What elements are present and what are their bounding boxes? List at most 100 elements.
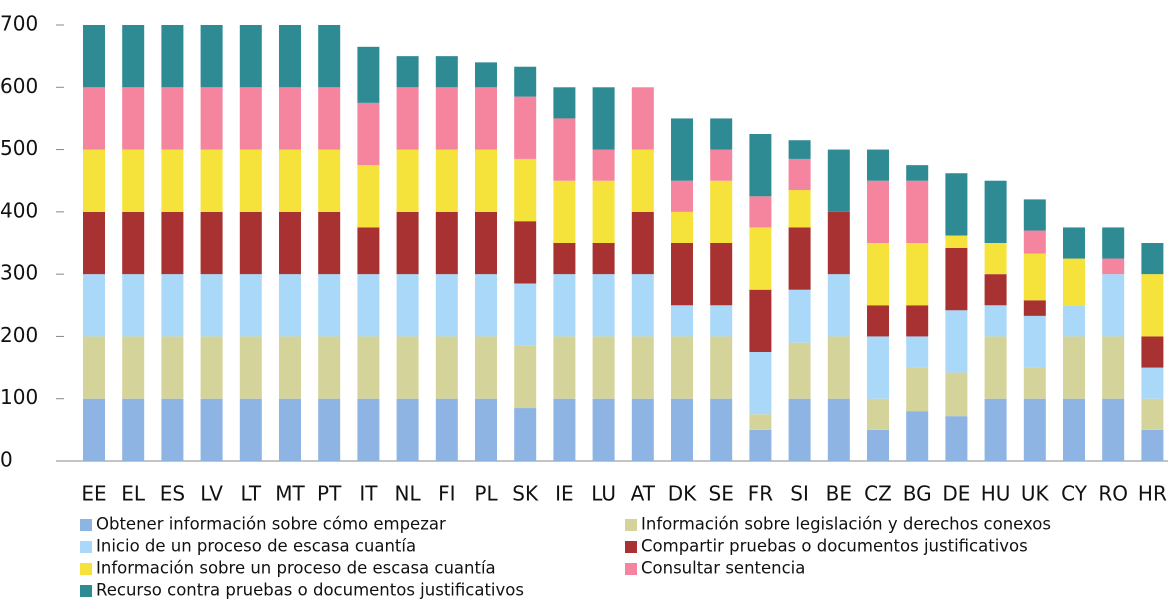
bar-segment bbox=[1063, 336, 1085, 399]
bar-segment bbox=[83, 25, 105, 88]
bar-segment bbox=[1023, 300, 1046, 316]
bar-segment bbox=[1023, 398, 1046, 461]
bar-segment bbox=[514, 345, 537, 409]
bar-segment bbox=[788, 398, 811, 461]
bar-segment bbox=[631, 336, 654, 399]
bar-segment bbox=[122, 274, 145, 337]
bar-segment bbox=[749, 429, 772, 461]
bar-segment bbox=[318, 274, 341, 337]
legend-swatch bbox=[80, 541, 92, 553]
bar-segment bbox=[749, 227, 772, 290]
bar-segment bbox=[514, 66, 537, 97]
x-tick-label: DE bbox=[942, 482, 970, 506]
x-tick-label: CY bbox=[1061, 482, 1088, 506]
bar-segment bbox=[1141, 429, 1164, 461]
bar-segment bbox=[553, 118, 576, 181]
bar-segment bbox=[906, 165, 929, 181]
legend-label: Información sobre legislación y derechos… bbox=[641, 515, 1051, 534]
bar-segment bbox=[279, 87, 301, 150]
bar-segment bbox=[984, 336, 1007, 399]
bar-segment bbox=[788, 227, 811, 290]
legend-swatch bbox=[625, 519, 637, 531]
bar-segment bbox=[827, 398, 850, 461]
bar-segment bbox=[279, 398, 301, 461]
bar-segment bbox=[161, 211, 184, 275]
bar-segment bbox=[1141, 274, 1164, 337]
bar-segment bbox=[435, 398, 458, 461]
bar-segment bbox=[318, 87, 341, 150]
bar-segment bbox=[867, 398, 889, 430]
bar-segment bbox=[906, 305, 929, 337]
bar-segment bbox=[318, 211, 341, 275]
x-tick-label: IE bbox=[555, 482, 574, 506]
bar-segment bbox=[357, 336, 380, 399]
bar-segment bbox=[1063, 398, 1085, 461]
bar-segment bbox=[200, 87, 223, 150]
x-tick-label: ES bbox=[160, 482, 185, 506]
bar-segment bbox=[710, 336, 733, 399]
x-tick-label: CZ bbox=[864, 482, 892, 506]
bar-segment bbox=[1063, 258, 1085, 306]
bar-segment bbox=[906, 180, 929, 243]
bar-segment bbox=[749, 134, 772, 197]
y-tick-label: 500 bbox=[0, 136, 38, 160]
x-tick-label: MT bbox=[275, 482, 305, 506]
bar-segment bbox=[592, 274, 615, 337]
x-tick-label: HR bbox=[1138, 482, 1167, 506]
bar-segment bbox=[945, 235, 968, 248]
bar-segment bbox=[1023, 199, 1046, 231]
bar-segment bbox=[239, 336, 262, 399]
bar-segment bbox=[867, 149, 889, 181]
bar-segment bbox=[749, 289, 772, 352]
bar-segment bbox=[671, 336, 693, 399]
bar-segment bbox=[671, 118, 693, 181]
bar-segment bbox=[475, 274, 497, 337]
bar-segment bbox=[984, 274, 1007, 306]
y-tick-label: 600 bbox=[0, 74, 38, 98]
bar-segment bbox=[396, 56, 419, 88]
bar-segment bbox=[318, 25, 341, 88]
bar-segment bbox=[867, 336, 889, 399]
bar-segment bbox=[435, 56, 458, 88]
x-tick-label: BE bbox=[826, 482, 852, 506]
bar-segment bbox=[279, 25, 301, 88]
bar-segment bbox=[710, 180, 733, 243]
x-tick-label: RO bbox=[1098, 482, 1128, 506]
x-tick-label: LU bbox=[591, 482, 616, 506]
bar-segment bbox=[1102, 258, 1125, 275]
bar-segment bbox=[553, 243, 576, 275]
bar-segment bbox=[357, 102, 380, 166]
x-tick-label: AT bbox=[631, 482, 656, 506]
bar-segment bbox=[710, 305, 733, 337]
x-tick-label: PL bbox=[474, 482, 498, 506]
y-tick-label: 0 bbox=[0, 448, 13, 472]
bar-segment bbox=[749, 352, 772, 415]
bar-segment bbox=[200, 211, 223, 275]
bar-segment bbox=[945, 247, 968, 311]
x-tick-label: SE bbox=[709, 482, 734, 506]
legend-swatch bbox=[80, 563, 92, 575]
bar-segment bbox=[984, 243, 1007, 275]
bar-segment bbox=[435, 336, 458, 399]
bar-segment bbox=[788, 342, 811, 399]
bar-segment bbox=[357, 274, 380, 337]
bar-segment bbox=[788, 140, 811, 159]
bar-segment bbox=[906, 336, 929, 368]
bar-segment bbox=[945, 173, 968, 236]
x-tick-label: EL bbox=[121, 482, 146, 506]
bar-segment bbox=[1023, 253, 1046, 301]
bar-segment bbox=[239, 25, 262, 88]
bar-segment bbox=[788, 158, 811, 191]
bar-segment bbox=[161, 274, 184, 337]
bar-segment bbox=[200, 149, 223, 212]
bar-segment bbox=[749, 414, 772, 430]
x-tick-label: IT bbox=[359, 482, 378, 506]
bar-segment bbox=[1023, 315, 1046, 368]
bar-segment bbox=[514, 158, 537, 222]
bar-segment bbox=[592, 87, 615, 150]
bar-segment bbox=[318, 149, 341, 212]
bar-segment bbox=[357, 46, 380, 103]
bar-segment bbox=[984, 398, 1007, 461]
